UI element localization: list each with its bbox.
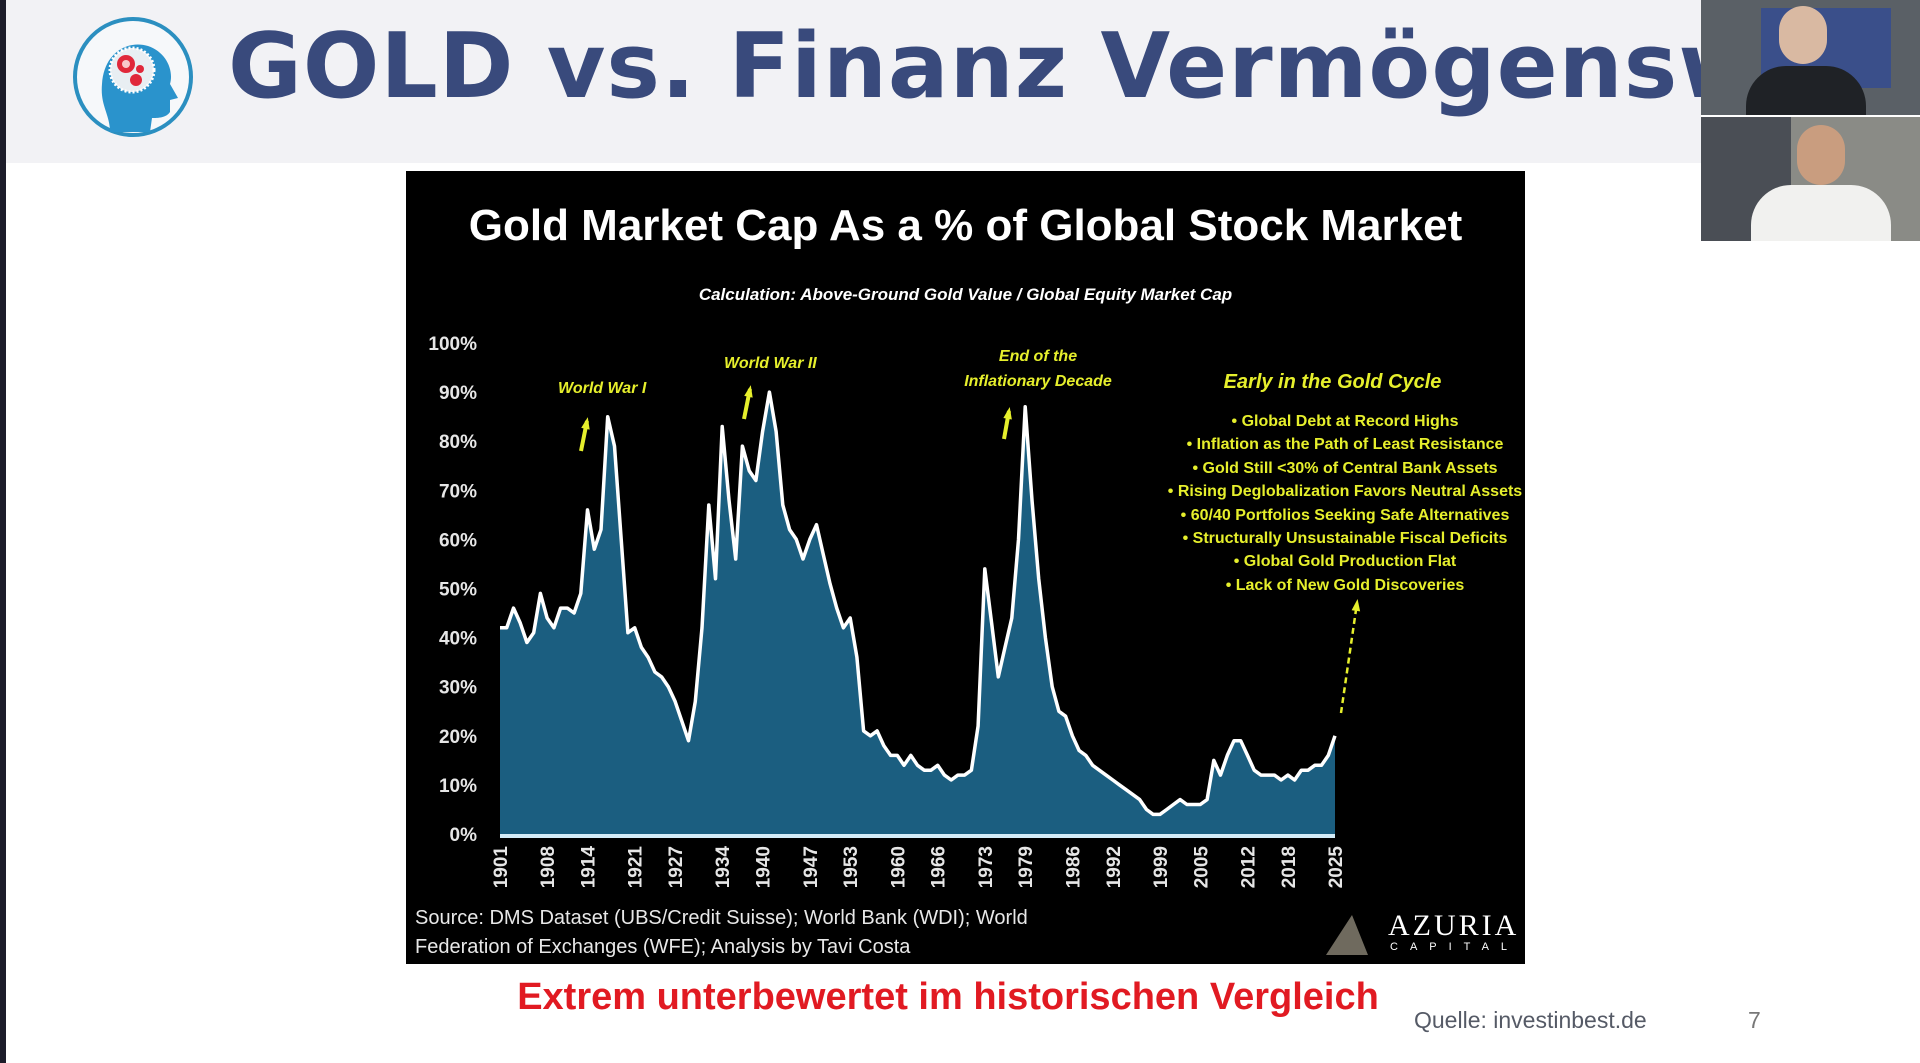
bullet-item: • Global Debt at Record Highs [1231, 413, 1459, 430]
chart-source: Source: DMS Dataset (UBS/Credit Suisse);… [415, 904, 1028, 962]
dashed-arrow-up-icon [1339, 602, 1359, 714]
y-tick-label: 80% [439, 432, 477, 453]
y-tick-label: 100% [428, 334, 477, 355]
arrow-up-icon-head [581, 417, 590, 430]
x-tick-label: 2012 [1238, 846, 1259, 888]
logo-sub: CAPITAL [1390, 941, 1520, 953]
y-tick-label: 60% [439, 530, 477, 551]
y-tick-label: 40% [439, 629, 477, 650]
source-line-1: Source: DMS Dataset (UBS/Credit Suisse);… [415, 907, 1028, 929]
x-tick-label: 1908 [538, 846, 559, 888]
x-tick-label: 1914 [579, 846, 600, 889]
logo-word: AZURIA [1388, 909, 1520, 942]
y-tick-label: 0% [450, 825, 478, 846]
slide-header: GOLD vs. Finanz Vermögenswerte [6, 0, 1920, 163]
bullet-text: 60/40 Portfolios Seeking Safe Alternativ… [1190, 506, 1510, 524]
x-tick-label: 1960 [888, 846, 909, 888]
arrow-up-icon-head [744, 385, 753, 398]
cycle-bullet-list: • Global Debt at Record Highs • Inflatio… [1130, 410, 1560, 597]
dashed-arrow-up-icon-head [1351, 599, 1361, 612]
y-tick-label: 70% [439, 481, 477, 502]
arrow-up-icon-head [1003, 407, 1012, 420]
x-tick-label: 1986 [1063, 846, 1084, 888]
chart-subtitle: Calculation: Above-Ground Gold Value / G… [698, 285, 1233, 304]
y-tick-label: 10% [439, 776, 477, 797]
y-tick-label: 30% [439, 678, 477, 699]
annotation-inflation: End of the Inflationary Decade [955, 344, 1121, 394]
bullet-item: • Gold Still <30% of Central Bank Assets [1192, 459, 1498, 477]
bullet-text: Lack of New Gold Discoveries [1235, 576, 1465, 594]
azuria-capital-logo: AZURIA CAPITAL [1322, 909, 1516, 957]
page-number: 7 [1748, 1007, 1761, 1033]
x-tick-label: 1927 [666, 846, 687, 888]
webcam-participant-2 [1701, 117, 1920, 241]
x-tick-label: 1999 [1151, 846, 1172, 888]
bullet-item: • Lack of New Gold Discoveries [1225, 576, 1465, 594]
x-tick-label: 1973 [976, 846, 997, 888]
person-body [1751, 185, 1891, 241]
bullet-item: • Structurally Unsustainable Fiscal Defi… [1182, 530, 1508, 548]
annotation-inflation-line-1: End of the [998, 348, 1078, 365]
x-tick-label: 2025 [1326, 846, 1347, 889]
x-tick-label: 1953 [841, 846, 862, 888]
person-face [1779, 6, 1827, 64]
bullet-item: • Inflation as the Path of Least Resista… [1186, 436, 1504, 454]
bullet-item: • Global Gold Production Flat [1233, 553, 1457, 571]
bullet-text: Gold Still <30% of Central Bank Assets [1202, 459, 1498, 477]
x-tick-label: 1921 [626, 846, 647, 889]
y-tick-label: 50% [439, 580, 477, 601]
slide-conclusion: Extrem unterbewertet im historischen Ver… [517, 976, 1379, 1018]
annotation-ww1: World War I [558, 380, 647, 397]
webcam-participant-1 [1701, 0, 1920, 115]
chart-title: Gold Market Cap As a % of Global Stock M… [468, 201, 1463, 250]
bullet-text: Global Gold Production Flat [1243, 553, 1457, 571]
x-tick-label: 1979 [1016, 846, 1037, 888]
bullet-text: Structurally Unsustainable Fiscal Defici… [1192, 530, 1508, 548]
x-tick-label: 2005 [1191, 846, 1212, 889]
bullet-text: Inflation as the Path of Least Resistanc… [1196, 436, 1504, 454]
annotation-ww2: World War II [724, 355, 817, 372]
bullet-item: • Rising Deglobalization Favors Neutral … [1167, 483, 1523, 501]
y-tick-label: 20% [439, 727, 477, 748]
window-edge [0, 0, 6, 1063]
source-line-2: Federation of Exchanges (WFE); Analysis … [415, 936, 911, 958]
bullet-item: • 60/40 Portfolios Seeking Safe Alternat… [1180, 506, 1510, 524]
area-fill [500, 392, 1335, 834]
source-credit: Quelle: investinbest.de [1414, 1007, 1647, 1033]
mountain-logo-icon [1326, 915, 1368, 955]
brain-head-logo-icon [73, 17, 193, 137]
slide-title: GOLD vs. Finanz Vermögenswerte [228, 14, 1920, 119]
x-tick-label: 1934 [713, 846, 734, 889]
series-line [500, 390, 1337, 817]
chart-svg: 0% 10% 20% 30% 40% 50% 60% 70% 80% 90% 100% 1901 190… [428, 334, 1361, 889]
bullet-text: Rising Deglobalization Favors Neutral As… [1177, 483, 1523, 501]
x-tick-label: 1947 [801, 846, 822, 888]
x-tick-label: 1901 [491, 846, 512, 889]
x-tick-label: 2018 [1279, 846, 1300, 888]
person-body [1746, 66, 1866, 115]
x-tick-label: 1966 [929, 846, 950, 888]
annotation-cycle-heading: Early in the Gold Cycle [1223, 371, 1442, 393]
y-tick-label: 90% [439, 383, 477, 404]
x-tick-label: 1992 [1104, 846, 1125, 888]
bullet-text: Global Debt at Record Highs [1241, 413, 1459, 430]
x-tick-label: 1940 [754, 846, 775, 888]
chart-panel: Gold Market Cap As a % of Global Stock M… [406, 171, 1525, 964]
person-face [1797, 125, 1845, 185]
annotation-inflation-line-2: Inflationary Decade [964, 373, 1112, 390]
